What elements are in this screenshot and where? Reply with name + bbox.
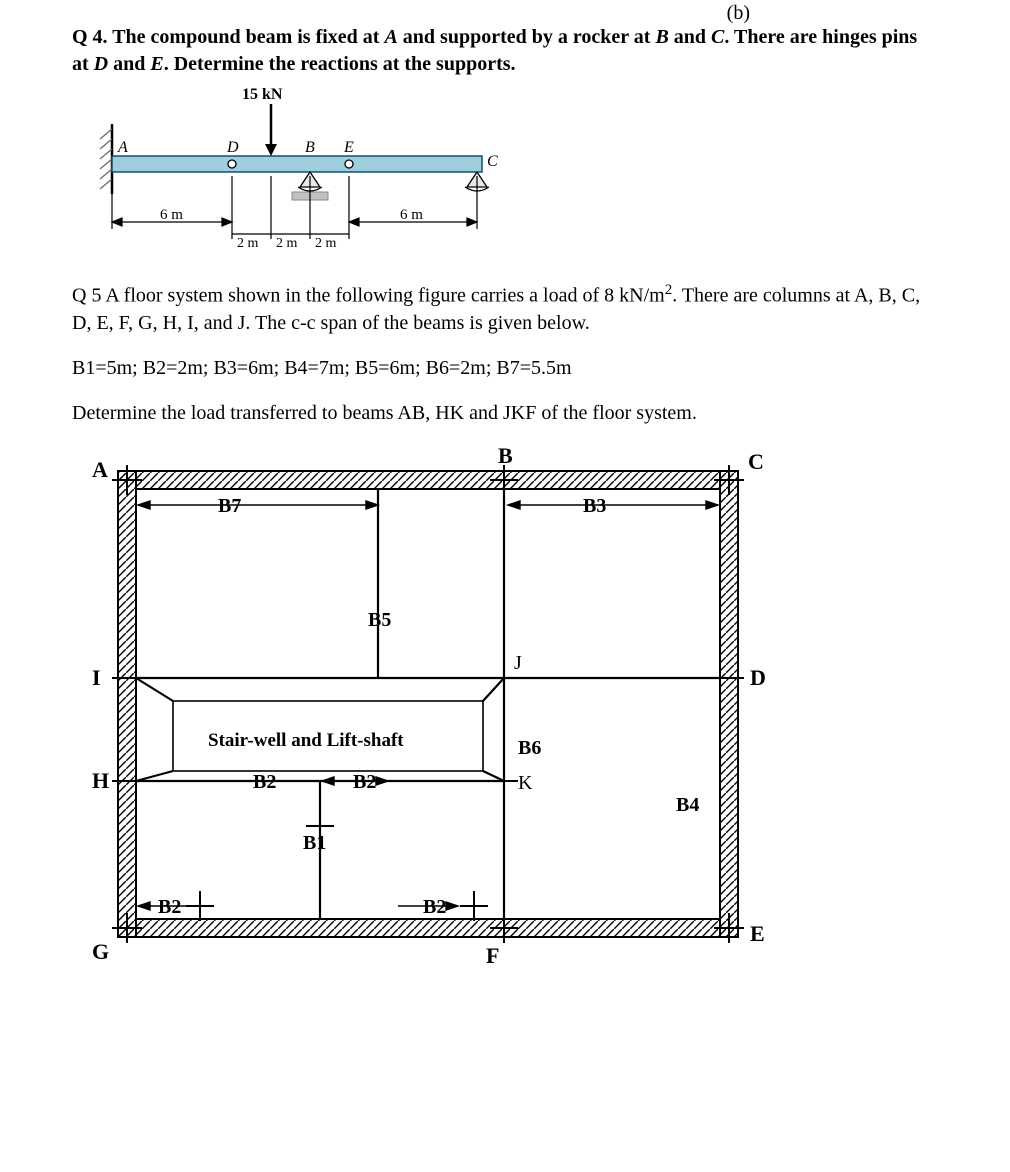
- q5-text: Q 5 A floor system shown in the followin…: [72, 280, 938, 337]
- q4-D: D: [94, 53, 108, 75]
- lbl-B2b: B2: [353, 771, 376, 793]
- stair-label: Stair-well and Lift-shaft: [208, 730, 404, 751]
- hinge-D-icon: [228, 160, 236, 168]
- fixed-support-icon: [100, 124, 112, 194]
- spans-line: B1=5m; B2=2m; B3=6m; B4=7m; B5=6m; B6=2m…: [72, 355, 938, 382]
- span-2b: 2 m: [276, 236, 298, 251]
- q4-prefix: Q 4.: [72, 26, 112, 48]
- load-label: 15 kN: [242, 86, 283, 103]
- span-2c: 2 m: [315, 236, 337, 251]
- col-F: F: [486, 943, 499, 968]
- q4-B: B: [655, 26, 668, 48]
- q4-t2: and supported by a rocker at: [398, 26, 656, 48]
- label-D: D: [226, 139, 239, 156]
- lbl-B2c: B2: [158, 896, 181, 918]
- load-arrow-icon: 15 kN: [242, 86, 283, 156]
- col-G: G: [92, 939, 109, 964]
- col-A: A: [92, 457, 108, 482]
- span-1: 6 m: [160, 207, 183, 223]
- beam-diagram: A D B E C 15 kN 6 m: [82, 84, 938, 262]
- lbl-B2a: B2: [253, 771, 276, 793]
- lbl-B5: B5: [368, 609, 391, 631]
- col-H: H: [92, 768, 109, 793]
- span-2a: 2 m: [237, 236, 259, 251]
- q4-t5: and: [108, 53, 150, 75]
- page-corner-label: (b): [727, 0, 750, 27]
- q4-t3: and: [669, 26, 711, 48]
- lbl-J: J: [514, 652, 522, 674]
- q4-t1: The compound beam is fixed at: [112, 26, 384, 48]
- lbl-B4: B4: [676, 794, 699, 816]
- floor-plan-diagram: A B C I D H E G F B7 B3 B5: [78, 441, 938, 989]
- q5-t1: Q 5 A floor system shown in the followin…: [72, 285, 665, 307]
- lbl-B6: B6: [518, 737, 541, 759]
- internal-beams: [136, 489, 720, 919]
- q4-text: Q 4. The compound beam is fixed at A and…: [72, 24, 938, 78]
- label-C: C: [487, 153, 498, 170]
- lbl-K: K: [518, 772, 533, 794]
- label-A: A: [117, 139, 128, 156]
- dim-arrows-bottom: [138, 902, 458, 910]
- lbl-B1: B1: [303, 832, 326, 854]
- q4-A: A: [384, 26, 397, 48]
- label-B: B: [305, 139, 315, 156]
- lbl-B3: B3: [583, 495, 606, 517]
- lbl-B2d: B2: [423, 896, 446, 918]
- col-E: E: [750, 921, 765, 946]
- span-3: 6 m: [400, 207, 423, 223]
- hinge-E-icon: [345, 160, 353, 168]
- label-E: E: [343, 139, 354, 156]
- col-I: I: [92, 665, 101, 690]
- beam-body: [112, 156, 482, 172]
- q4-t6: . Determine the reactions at the support…: [164, 53, 516, 75]
- q4-C: C: [711, 26, 724, 48]
- col-C: C: [748, 449, 764, 474]
- lbl-B7: B7: [218, 495, 241, 517]
- determine-line: Determine the load transferred to beams …: [72, 400, 938, 427]
- col-D: D: [750, 665, 766, 690]
- col-B: B: [498, 443, 513, 468]
- q4-E: E: [150, 53, 163, 75]
